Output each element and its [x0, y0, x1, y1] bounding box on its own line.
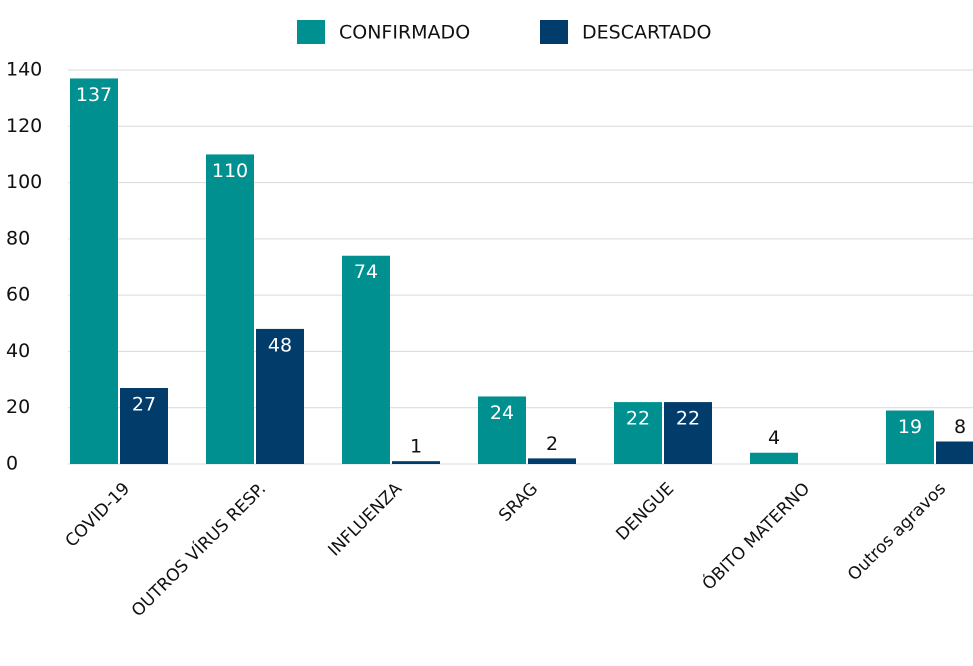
value-label: 22 [676, 408, 700, 430]
bar [392, 461, 440, 464]
legend-label: CONFIRMADO [339, 22, 470, 44]
bar [120, 388, 168, 464]
y-tick-label: 0 [6, 453, 18, 475]
legend-swatch [297, 20, 325, 44]
legend-swatch [540, 20, 568, 44]
bar [528, 458, 576, 464]
x-tick-label: SRAG [495, 479, 542, 526]
value-label: 74 [354, 261, 378, 283]
bar [750, 452, 798, 464]
value-label: 2 [546, 433, 558, 455]
bar [70, 78, 118, 464]
bar [256, 328, 304, 464]
bar [664, 402, 712, 464]
x-tick-label: COVID-19 [62, 479, 134, 551]
value-label: 137 [76, 84, 112, 106]
y-tick-label: 120 [6, 115, 42, 137]
value-label: 24 [490, 402, 514, 424]
bar [342, 255, 390, 464]
value-label: 22 [626, 408, 650, 430]
bar [936, 441, 973, 464]
bar [614, 402, 662, 464]
value-label: 110 [212, 160, 248, 182]
bar [886, 410, 934, 464]
value-label: 4 [768, 427, 780, 449]
y-tick-label: 20 [6, 396, 30, 418]
y-tick-label: 100 [6, 171, 42, 193]
y-tick-label: 140 [6, 59, 42, 81]
y-tick-label: 80 [6, 227, 30, 249]
value-label: 27 [132, 394, 156, 416]
bar [206, 154, 254, 464]
value-label: 19 [898, 416, 922, 438]
y-tick-label: 40 [6, 340, 30, 362]
x-tick-label: Outros agravos [844, 479, 950, 585]
x-tick-label: INFLUENZA [325, 479, 407, 561]
value-label: 8 [954, 416, 966, 438]
x-tick-label: OUTROS VÍRUS RESP. [126, 478, 270, 622]
value-label: 1 [410, 436, 422, 458]
legend-label: DESCARTADO [582, 22, 712, 44]
value-label: 48 [268, 334, 292, 356]
x-tick-label: ÓBITO MATERNO [697, 478, 814, 595]
bar [478, 396, 526, 464]
y-tick-label: 60 [6, 284, 30, 306]
x-tick-label: DENGUE [612, 479, 678, 545]
